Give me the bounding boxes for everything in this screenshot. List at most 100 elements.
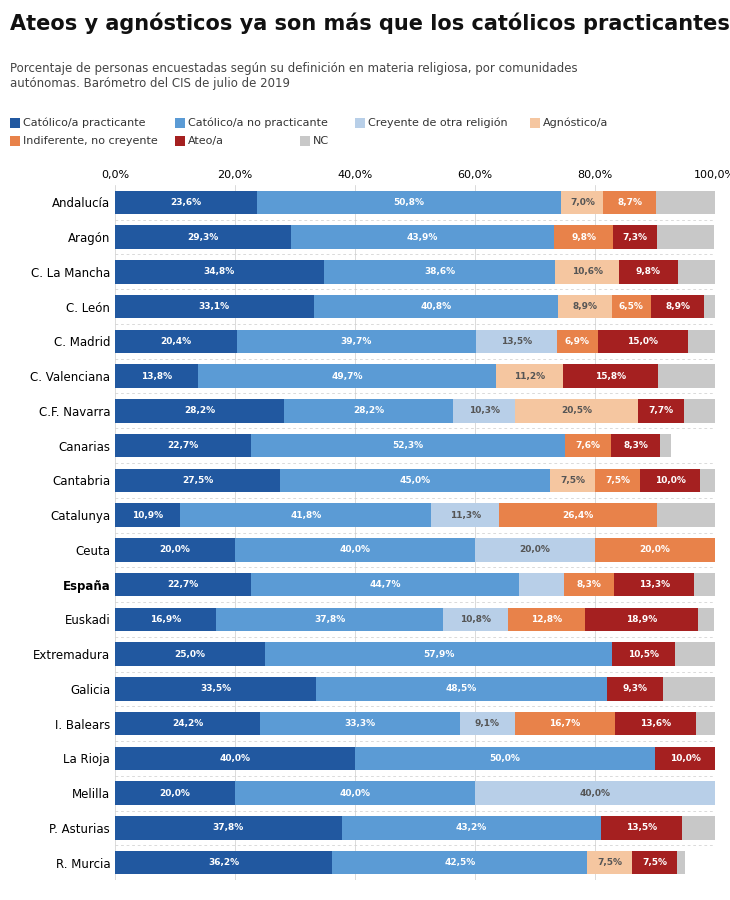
Text: 20,5%: 20,5%: [561, 407, 592, 416]
Text: 40,0%: 40,0%: [339, 788, 371, 797]
Bar: [235, 538, 475, 562]
Bar: [251, 434, 565, 457]
Text: 15,0%: 15,0%: [628, 337, 658, 346]
Bar: [476, 329, 556, 353]
Bar: [115, 608, 216, 631]
Bar: [198, 364, 496, 388]
Bar: [284, 399, 453, 423]
Text: 7,5%: 7,5%: [560, 476, 585, 485]
Bar: [251, 572, 520, 597]
Text: 8,7%: 8,7%: [617, 198, 642, 207]
Bar: [216, 608, 443, 631]
Text: 39,7%: 39,7%: [341, 337, 372, 346]
Bar: [682, 816, 715, 840]
Bar: [332, 850, 587, 875]
Bar: [115, 434, 251, 457]
Text: 7,6%: 7,6%: [575, 441, 600, 450]
Bar: [115, 747, 355, 770]
Text: 57,9%: 57,9%: [423, 650, 454, 659]
Text: 20,4%: 20,4%: [161, 337, 192, 346]
Text: 13,5%: 13,5%: [626, 824, 657, 832]
Text: 13,6%: 13,6%: [640, 719, 671, 728]
Text: 8,3%: 8,3%: [623, 441, 648, 450]
Bar: [565, 434, 610, 457]
Bar: [564, 364, 658, 388]
Bar: [704, 295, 715, 319]
Bar: [677, 260, 715, 284]
Text: Ateo/a: Ateo/a: [188, 136, 224, 146]
Text: Católico/a no practicante: Católico/a no practicante: [188, 118, 328, 128]
Text: 9,8%: 9,8%: [636, 267, 661, 276]
Bar: [595, 538, 715, 562]
Bar: [614, 572, 694, 597]
Text: 10,6%: 10,6%: [572, 267, 603, 276]
Text: 20,0%: 20,0%: [160, 545, 191, 554]
Text: 7,5%: 7,5%: [642, 858, 667, 867]
Text: 11,3%: 11,3%: [450, 510, 480, 519]
Text: 10,0%: 10,0%: [669, 754, 701, 763]
Text: NC: NC: [313, 136, 329, 146]
Text: 9,1%: 9,1%: [474, 719, 500, 728]
Text: 10,8%: 10,8%: [460, 615, 491, 624]
Bar: [316, 677, 607, 701]
Text: 10,5%: 10,5%: [629, 650, 659, 659]
Text: 38,6%: 38,6%: [424, 267, 456, 276]
Bar: [520, 572, 564, 597]
Text: 36,2%: 36,2%: [208, 858, 239, 867]
Bar: [698, 608, 714, 631]
Bar: [115, 364, 198, 388]
Text: Católico/a practicante: Católico/a practicante: [23, 118, 145, 128]
Bar: [355, 747, 655, 770]
Bar: [115, 329, 237, 353]
Bar: [610, 434, 661, 457]
Bar: [496, 364, 564, 388]
Text: 33,5%: 33,5%: [200, 684, 231, 693]
Bar: [115, 781, 235, 805]
Text: 16,9%: 16,9%: [150, 615, 181, 624]
Bar: [115, 191, 257, 214]
Bar: [265, 643, 612, 666]
Text: 22,7%: 22,7%: [167, 441, 199, 450]
Bar: [585, 608, 698, 631]
Bar: [260, 712, 460, 735]
Bar: [658, 503, 715, 526]
Text: Indiferente, no creyente: Indiferente, no creyente: [23, 136, 158, 146]
Bar: [115, 225, 291, 249]
Text: 18,9%: 18,9%: [626, 615, 657, 624]
Bar: [115, 469, 280, 492]
Text: 10,3%: 10,3%: [469, 407, 500, 416]
Text: 48,5%: 48,5%: [446, 684, 477, 693]
Bar: [663, 677, 715, 701]
Text: 6,9%: 6,9%: [565, 337, 590, 346]
Bar: [475, 781, 715, 805]
Bar: [613, 225, 657, 249]
Text: 20,0%: 20,0%: [639, 545, 670, 554]
Bar: [443, 608, 508, 631]
Text: 28,2%: 28,2%: [184, 407, 215, 416]
Bar: [655, 747, 715, 770]
Text: 20,0%: 20,0%: [520, 545, 550, 554]
Bar: [453, 399, 515, 423]
Bar: [115, 538, 235, 562]
Bar: [696, 712, 715, 735]
Text: Creyente de otra religión: Creyente de otra religión: [368, 118, 507, 128]
Bar: [324, 260, 556, 284]
Text: 13,3%: 13,3%: [639, 580, 669, 590]
Text: 13,5%: 13,5%: [501, 337, 531, 346]
Text: 9,3%: 9,3%: [623, 684, 648, 693]
Text: 7,5%: 7,5%: [605, 476, 630, 485]
Text: 37,8%: 37,8%: [314, 615, 345, 624]
Text: 49,7%: 49,7%: [331, 372, 363, 381]
Text: 6,5%: 6,5%: [619, 302, 644, 311]
Bar: [587, 850, 632, 875]
Text: 50,0%: 50,0%: [490, 754, 520, 763]
Text: 10,9%: 10,9%: [132, 510, 164, 519]
Bar: [460, 712, 515, 735]
Bar: [115, 816, 342, 840]
Text: 16,7%: 16,7%: [549, 719, 580, 728]
Bar: [658, 364, 715, 388]
Text: 50,8%: 50,8%: [393, 198, 425, 207]
Bar: [564, 572, 614, 597]
Bar: [651, 295, 704, 319]
Text: 28,2%: 28,2%: [353, 407, 385, 416]
